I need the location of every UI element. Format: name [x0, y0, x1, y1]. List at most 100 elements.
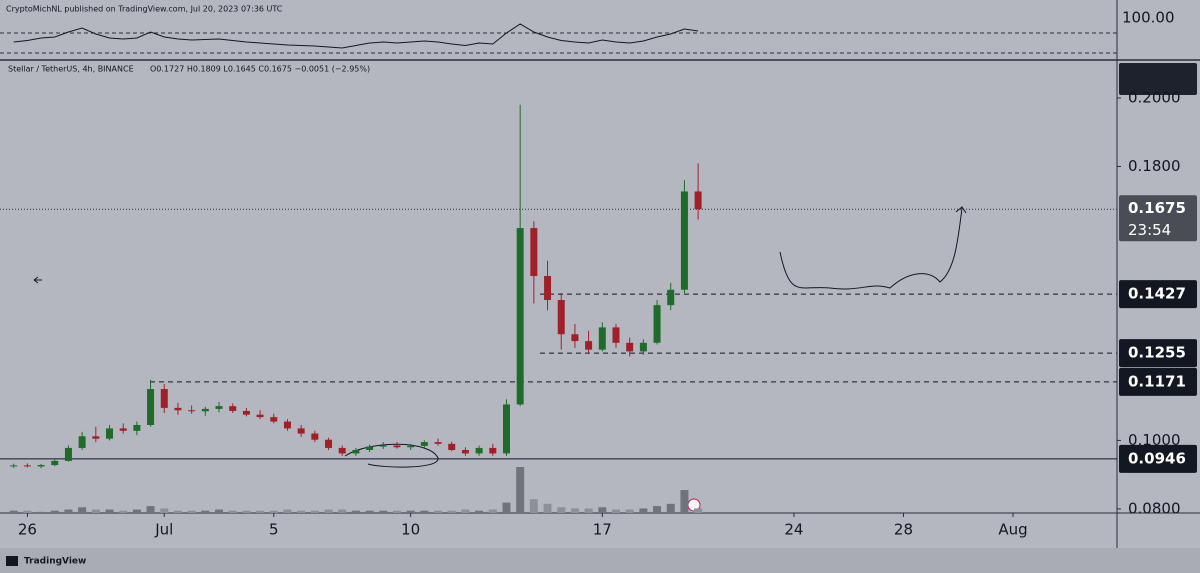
x-tick-label: Aug [998, 521, 1027, 539]
volume-bar [529, 499, 538, 513]
candle-body [64, 447, 72, 461]
volume-bar [351, 510, 360, 513]
volume-bar [406, 510, 415, 513]
volume-bar [310, 510, 319, 513]
volume-bar [543, 503, 552, 513]
candle-body [516, 228, 524, 405]
candle-body [489, 447, 497, 454]
candle-body [680, 191, 688, 290]
y-tick-label: 0.1000 [1128, 431, 1181, 449]
volume-bar [488, 509, 497, 513]
volume-bar [242, 510, 251, 513]
publisher: CryptoMichNL published on TradingView.co… [6, 5, 283, 14]
x-tick-label: 10 [401, 521, 420, 539]
volume-bar [447, 510, 456, 513]
candle-body [612, 327, 620, 343]
volume-bar [105, 509, 114, 513]
candle-body [338, 447, 346, 454]
footer-bar [0, 548, 1200, 573]
candle-body [147, 389, 155, 425]
level-label: 0.1255 [1128, 344, 1186, 362]
countdown: 23:54 [1128, 221, 1171, 239]
candle-body [37, 465, 45, 467]
volume-bar [78, 507, 87, 513]
candle-body [639, 342, 647, 352]
level-label-box [1119, 444, 1197, 473]
candle-body [626, 342, 634, 352]
candle-body [215, 406, 223, 409]
candle-body [23, 465, 31, 467]
candle-body [352, 449, 360, 454]
volume-bar [653, 506, 662, 513]
candle-body [325, 439, 333, 448]
candle-body [188, 410, 196, 412]
candle-body [420, 442, 428, 446]
candle-body [283, 421, 291, 429]
volume-bar [37, 511, 46, 513]
volume-bar [625, 509, 634, 513]
candle-body [557, 299, 565, 335]
candle-body [434, 442, 442, 444]
candle-body [297, 428, 305, 434]
candle-body [667, 289, 675, 306]
candle-body [270, 417, 278, 422]
arrow-marker [33, 276, 42, 284]
volume-bar [365, 510, 374, 513]
x-tick-label: Jul [154, 521, 173, 539]
volume-bar [516, 467, 525, 513]
level-label-box [1119, 367, 1197, 396]
candle-body [407, 445, 415, 448]
candle-body [571, 334, 579, 342]
candle-body [502, 404, 510, 454]
candle-body [311, 433, 319, 440]
candle-body [160, 389, 168, 408]
candle-body [201, 408, 209, 412]
projection-arrowhead [955, 206, 967, 214]
candle-body [598, 327, 606, 350]
candle-body [106, 428, 114, 439]
level-label: 0.0946 [1128, 449, 1186, 467]
x-tick-label: 26 [18, 521, 37, 539]
candle-body [242, 410, 250, 415]
candle-body [51, 460, 59, 466]
volume-bar [187, 510, 196, 513]
last-price-box [1119, 195, 1197, 242]
volume-bar [475, 510, 484, 513]
volume-bar [132, 509, 141, 513]
volume-bar [598, 507, 607, 513]
volume-bar [324, 509, 333, 513]
volume-bar [570, 508, 579, 513]
projection-sketch [779, 207, 963, 290]
candle-body [379, 445, 387, 447]
volume-bar [379, 510, 388, 513]
candle-body [475, 447, 483, 454]
volume-bar [611, 509, 620, 513]
candle-body [174, 407, 182, 411]
volume-bar [256, 510, 265, 513]
candle-body [10, 465, 18, 467]
volume-bar [23, 510, 32, 513]
level-label-box [1119, 280, 1197, 309]
volume-bar [639, 508, 648, 513]
level-label: 0.1427 [1128, 285, 1186, 303]
volume-bar [584, 508, 593, 513]
candle-body [544, 276, 552, 300]
candle-body [366, 446, 374, 450]
candle-body [78, 436, 86, 448]
x-tick-label: 24 [784, 521, 803, 539]
candle-body [256, 414, 264, 418]
volume-bar [680, 490, 689, 513]
volume-bar [666, 503, 675, 513]
volume-bar [502, 502, 511, 513]
level-label-box [1119, 339, 1197, 368]
candle-body [653, 305, 661, 343]
volume-bar [461, 509, 470, 513]
ohlc: O0.1727 H0.1809 L0.1645 C0.1675 −0.0051 … [150, 65, 370, 74]
y-tick-label: 0.1800 [1128, 157, 1181, 175]
candle-body [461, 449, 469, 454]
volume-bar [9, 510, 18, 513]
candle-body [448, 443, 456, 450]
volume-bar [557, 507, 566, 513]
